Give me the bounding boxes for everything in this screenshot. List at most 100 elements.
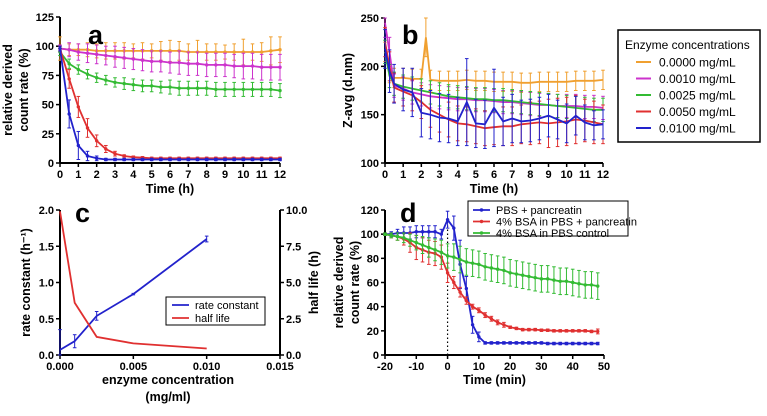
data-point <box>168 85 172 89</box>
data-point <box>564 279 569 283</box>
x-tick-label: 11 <box>256 169 268 181</box>
data-point <box>464 298 469 303</box>
data-point <box>104 147 108 151</box>
data-point <box>470 261 475 265</box>
data-point <box>464 260 469 264</box>
legend-box <box>617 29 761 143</box>
data-point <box>571 329 575 333</box>
data-point <box>495 320 500 325</box>
data-point <box>259 157 264 162</box>
panel-c: 0.000 0.005 0.010 0.0150.00.51.01.52.00.02.… <box>19 198 321 404</box>
data-point <box>571 341 575 346</box>
x-axis-label: Time (h) <box>470 182 518 196</box>
data-point <box>140 58 145 62</box>
x-tick-label: 30 <box>535 361 547 373</box>
legend-entry: 0.0050 mg/mL <box>659 105 736 119</box>
panel-letter: b <box>402 20 419 50</box>
data-point <box>577 341 581 346</box>
data-point <box>433 230 437 234</box>
data-point <box>259 65 264 69</box>
data-point <box>177 157 181 162</box>
data-point <box>168 157 172 162</box>
data-point <box>94 52 99 57</box>
data-point <box>589 329 594 334</box>
data-point <box>278 65 282 69</box>
data-point <box>122 56 126 60</box>
data-point <box>508 271 512 275</box>
legend-entry: 0.0010 mg/mL <box>659 72 736 86</box>
x-tick-label: 10 <box>561 169 573 181</box>
data-point <box>445 254 450 258</box>
x-tick-label: 4 <box>130 169 137 181</box>
x-tick-label: 5 <box>149 169 155 181</box>
data-point <box>527 274 531 279</box>
data-point <box>131 157 136 162</box>
series-0-0025-mg-ml <box>58 48 282 99</box>
data-point <box>269 49 273 53</box>
data-point <box>477 308 481 312</box>
data-point <box>67 112 71 116</box>
data-point <box>149 157 154 162</box>
y-tick-label: 0.5 <box>39 314 54 326</box>
data-point <box>402 236 406 240</box>
data-point <box>571 280 575 285</box>
y-tick-label: 25 <box>42 129 54 141</box>
data-point <box>452 280 456 285</box>
data-point <box>76 50 81 54</box>
x-tick-label: 8 <box>527 169 533 181</box>
x-tick-label: 0.015 <box>266 361 294 373</box>
y-axis-label: rate constant (h⁻¹) <box>19 228 33 337</box>
data-point <box>564 341 569 346</box>
data-point <box>489 266 494 270</box>
y-tick-label: 1.5 <box>39 241 54 253</box>
x-tick-label: -10 <box>408 361 424 373</box>
y-tick-label: 0 <box>48 158 54 170</box>
data-point <box>177 86 181 90</box>
data-point <box>113 80 117 85</box>
data-point <box>545 341 550 346</box>
data-point <box>539 341 544 345</box>
legend-entry: 4% BSA in PBS control <box>496 228 609 240</box>
y-tick-label: 100 <box>361 158 379 170</box>
data-point <box>596 341 600 346</box>
data-point <box>232 64 236 68</box>
data-point <box>204 63 209 67</box>
data-point <box>445 271 450 275</box>
data-point <box>140 157 145 162</box>
y-tick-label: 2.0 <box>39 205 54 217</box>
data-point <box>583 341 587 346</box>
series-line <box>384 51 603 111</box>
data-point <box>470 323 475 327</box>
series-0-0100-mg-ml <box>58 45 282 162</box>
data-point <box>269 87 273 92</box>
y2-axis-label: half life (h) <box>307 251 321 314</box>
x-tick-label: 8 <box>204 169 210 181</box>
x-tick-label: 3 <box>436 169 442 181</box>
data-point <box>232 157 236 162</box>
data-point <box>545 277 550 281</box>
series-0-0010-mg-ml <box>58 42 282 81</box>
data-point <box>414 240 418 245</box>
data-point <box>508 325 512 329</box>
data-point <box>122 154 126 158</box>
data-point <box>552 278 556 282</box>
y-tick-label: 0 <box>373 350 379 362</box>
data-point <box>545 328 550 332</box>
data-point <box>214 63 218 67</box>
data-point <box>395 234 400 239</box>
data-point <box>67 62 71 66</box>
data-point <box>427 245 431 250</box>
legend-entry: 0.0025 mg/mL <box>659 89 736 103</box>
panel-d: -20 -10 0 10 20 30 40 50 0 20 40 60 80 100 120 d relativ… <box>332 198 637 387</box>
data-point <box>122 81 126 86</box>
y-tick-label: 150 <box>361 110 379 122</box>
data-point <box>94 156 99 161</box>
data-point <box>520 273 525 277</box>
y-tick-label: 50 <box>42 100 54 112</box>
data-point <box>159 157 163 162</box>
data-point <box>514 341 519 345</box>
data-point <box>564 329 569 333</box>
data-point <box>533 327 537 332</box>
series-line <box>59 211 207 350</box>
